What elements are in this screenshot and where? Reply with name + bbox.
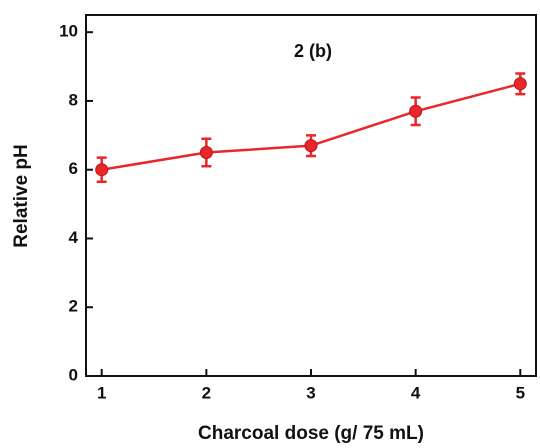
- x-tick-label: 5: [516, 383, 525, 402]
- data-point: [409, 104, 423, 118]
- data-point: [95, 163, 109, 177]
- data-point: [513, 77, 527, 91]
- y-tick-label: 10: [59, 22, 78, 41]
- x-tick-label: 1: [97, 383, 106, 402]
- data-point: [199, 146, 213, 160]
- annotation: 2 (b): [294, 41, 332, 61]
- x-axis-label: Charcoal dose (g/ 75 mL): [198, 423, 424, 444]
- y-tick-label: 4: [69, 228, 79, 247]
- x-tick-label: 3: [306, 383, 315, 402]
- plot-frame: [85, 14, 537, 377]
- y-tick-label: 6: [69, 159, 78, 178]
- y-tick-label: 2: [69, 297, 78, 316]
- data-point: [304, 139, 318, 153]
- x-tick-label: 2: [202, 383, 211, 402]
- y-tick-label: 8: [69, 90, 78, 109]
- y-tick-label: 0: [69, 365, 78, 384]
- y-axis-label: Relative pH: [11, 144, 32, 247]
- x-tick-label: 4: [411, 383, 421, 402]
